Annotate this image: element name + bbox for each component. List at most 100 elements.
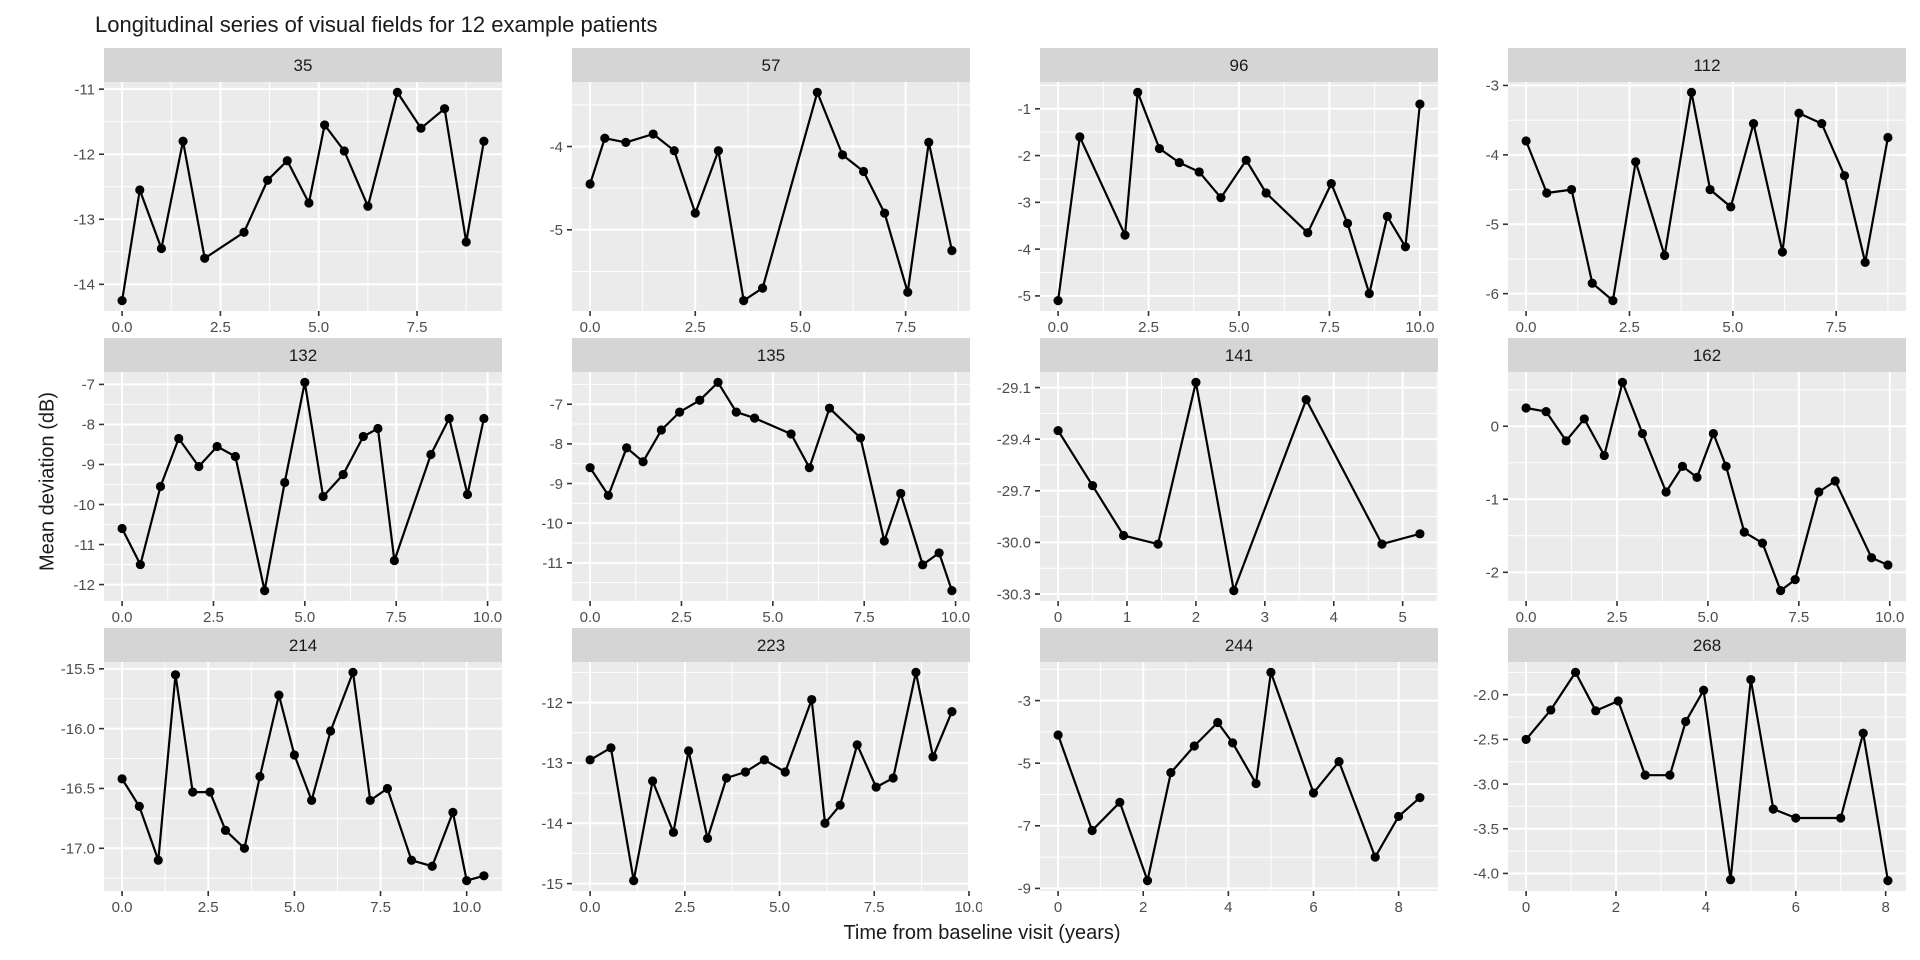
x-tick-label: 5.0: [769, 899, 790, 916]
y-tick-label: -2.5: [1473, 732, 1499, 749]
data-point: [1087, 825, 1097, 836]
data-point: [690, 208, 700, 218]
facet-strip: [1040, 338, 1438, 372]
y-tick-label: -11: [74, 81, 95, 98]
data-point: [1817, 119, 1827, 129]
y-tick-label: -5: [1486, 217, 1499, 234]
data-point: [1334, 757, 1344, 767]
data-point: [1705, 184, 1715, 195]
data-point: [603, 490, 613, 501]
data-line: [1524, 671, 1889, 882]
facet-chart-svg: 0.0 2.5 5.0 7.5 10.0 -7 -8 -9 -10 -11 -12 132: [73, 338, 502, 626]
data-point: [1216, 193, 1226, 203]
data-point: [461, 237, 471, 247]
data-point: [1677, 461, 1688, 472]
data-point: [1189, 741, 1199, 751]
x-tick-label: 0.0: [112, 609, 133, 626]
x-tick-label: 0.0: [1516, 319, 1537, 336]
data-point: [260, 585, 270, 596]
data-point: [1154, 143, 1164, 154]
data-point: [740, 767, 751, 777]
data-point: [1153, 539, 1163, 549]
x-tick-label: 10.0: [954, 899, 982, 916]
data-point: [824, 403, 835, 413]
data-point: [1631, 157, 1641, 167]
data-point: [318, 491, 328, 502]
x-tick-label: 5.0: [308, 319, 329, 336]
data-point: [239, 227, 249, 237]
data-point: [382, 783, 393, 794]
y-tick-label: -7: [82, 377, 95, 394]
facet-chart-svg: 0.0 2.5 5.0 7.5 10.0 -12 -13 -14 -15 223: [541, 628, 984, 916]
data-point: [1521, 136, 1531, 146]
x-tick-label: 0: [1522, 899, 1530, 916]
data-point: [439, 104, 450, 114]
data-point: [1681, 716, 1691, 727]
data-point: [479, 871, 489, 881]
x-tick-label: 7.5: [1319, 319, 1340, 336]
data-point: [1370, 852, 1380, 862]
x-tick-label: 2: [1139, 899, 1147, 916]
data-point: [585, 755, 595, 765]
data-point: [1075, 132, 1085, 142]
data-point: [416, 123, 426, 133]
panel-background: [572, 82, 970, 311]
data-point: [713, 377, 723, 388]
y-tick-label: -30.0: [997, 535, 1031, 552]
data-point: [255, 771, 265, 782]
panel-background: [104, 82, 502, 311]
data-point: [1814, 487, 1824, 497]
data-point: [135, 559, 145, 570]
data-point: [479, 413, 489, 424]
x-tick-label: 0.0: [1516, 609, 1537, 626]
data-point: [1692, 472, 1702, 482]
x-tick-label: 2.5: [210, 319, 231, 336]
facet-132: 0.0 2.5 5.0 7.5 10.0 -7 -8 -9 -10 -11 -12 132: [46, 338, 514, 628]
data-point: [837, 150, 848, 160]
y-tick-label: -14: [541, 816, 563, 833]
data-point: [721, 773, 732, 783]
data-point: [1587, 278, 1597, 288]
facet-strip: [104, 338, 502, 372]
data-point: [1087, 481, 1098, 491]
facet-grid: 0.0 2.5 5.0 7.5 -11 -12 -13 -14 35 0.0 2.5 5.0 7.5 -4…: [46, 48, 1918, 918]
data-point: [1591, 706, 1601, 716]
data-point: [1053, 730, 1063, 740]
x-tick-label: 0.0: [1048, 319, 1069, 336]
data-point: [1194, 167, 1204, 177]
x-tick-label: 10.0: [452, 899, 481, 916]
data-point: [389, 555, 399, 566]
facet-chart-svg: 0.0 2.5 5.0 7.5 -11 -12 -13 -14 35: [73, 48, 502, 336]
data-point: [1883, 875, 1893, 886]
x-tick-label: 10.0: [941, 609, 970, 626]
facet-strip: [104, 628, 502, 662]
data-point: [879, 208, 890, 218]
data-point: [156, 243, 167, 254]
y-tick-label: -13: [541, 755, 563, 772]
data-point: [757, 283, 768, 293]
y-tick-label: -5: [1018, 755, 1031, 772]
data-point: [1191, 377, 1201, 388]
data-point: [879, 536, 889, 546]
data-point: [820, 818, 830, 828]
data-point: [1301, 395, 1311, 405]
y-tick-label: -16.5: [61, 781, 95, 798]
facet-strip-label: 35: [294, 56, 313, 75]
data-point: [1133, 87, 1143, 98]
panel-background: [104, 372, 502, 601]
data-point: [300, 377, 310, 388]
data-point: [855, 433, 866, 443]
data-point: [117, 295, 127, 306]
data-point: [1858, 728, 1868, 738]
y-tick-label: -12: [541, 695, 563, 712]
data-point: [1382, 211, 1392, 221]
data-point: [348, 667, 358, 678]
x-tick-label: 1: [1123, 609, 1131, 626]
data-point: [1542, 188, 1552, 198]
x-tick-label: 0.0: [580, 899, 601, 916]
panel-background: [1508, 662, 1906, 891]
y-tick-label: -4.0: [1473, 866, 1499, 883]
facet-strip: [572, 628, 970, 662]
data-point: [117, 774, 127, 784]
data-point: [220, 825, 231, 835]
